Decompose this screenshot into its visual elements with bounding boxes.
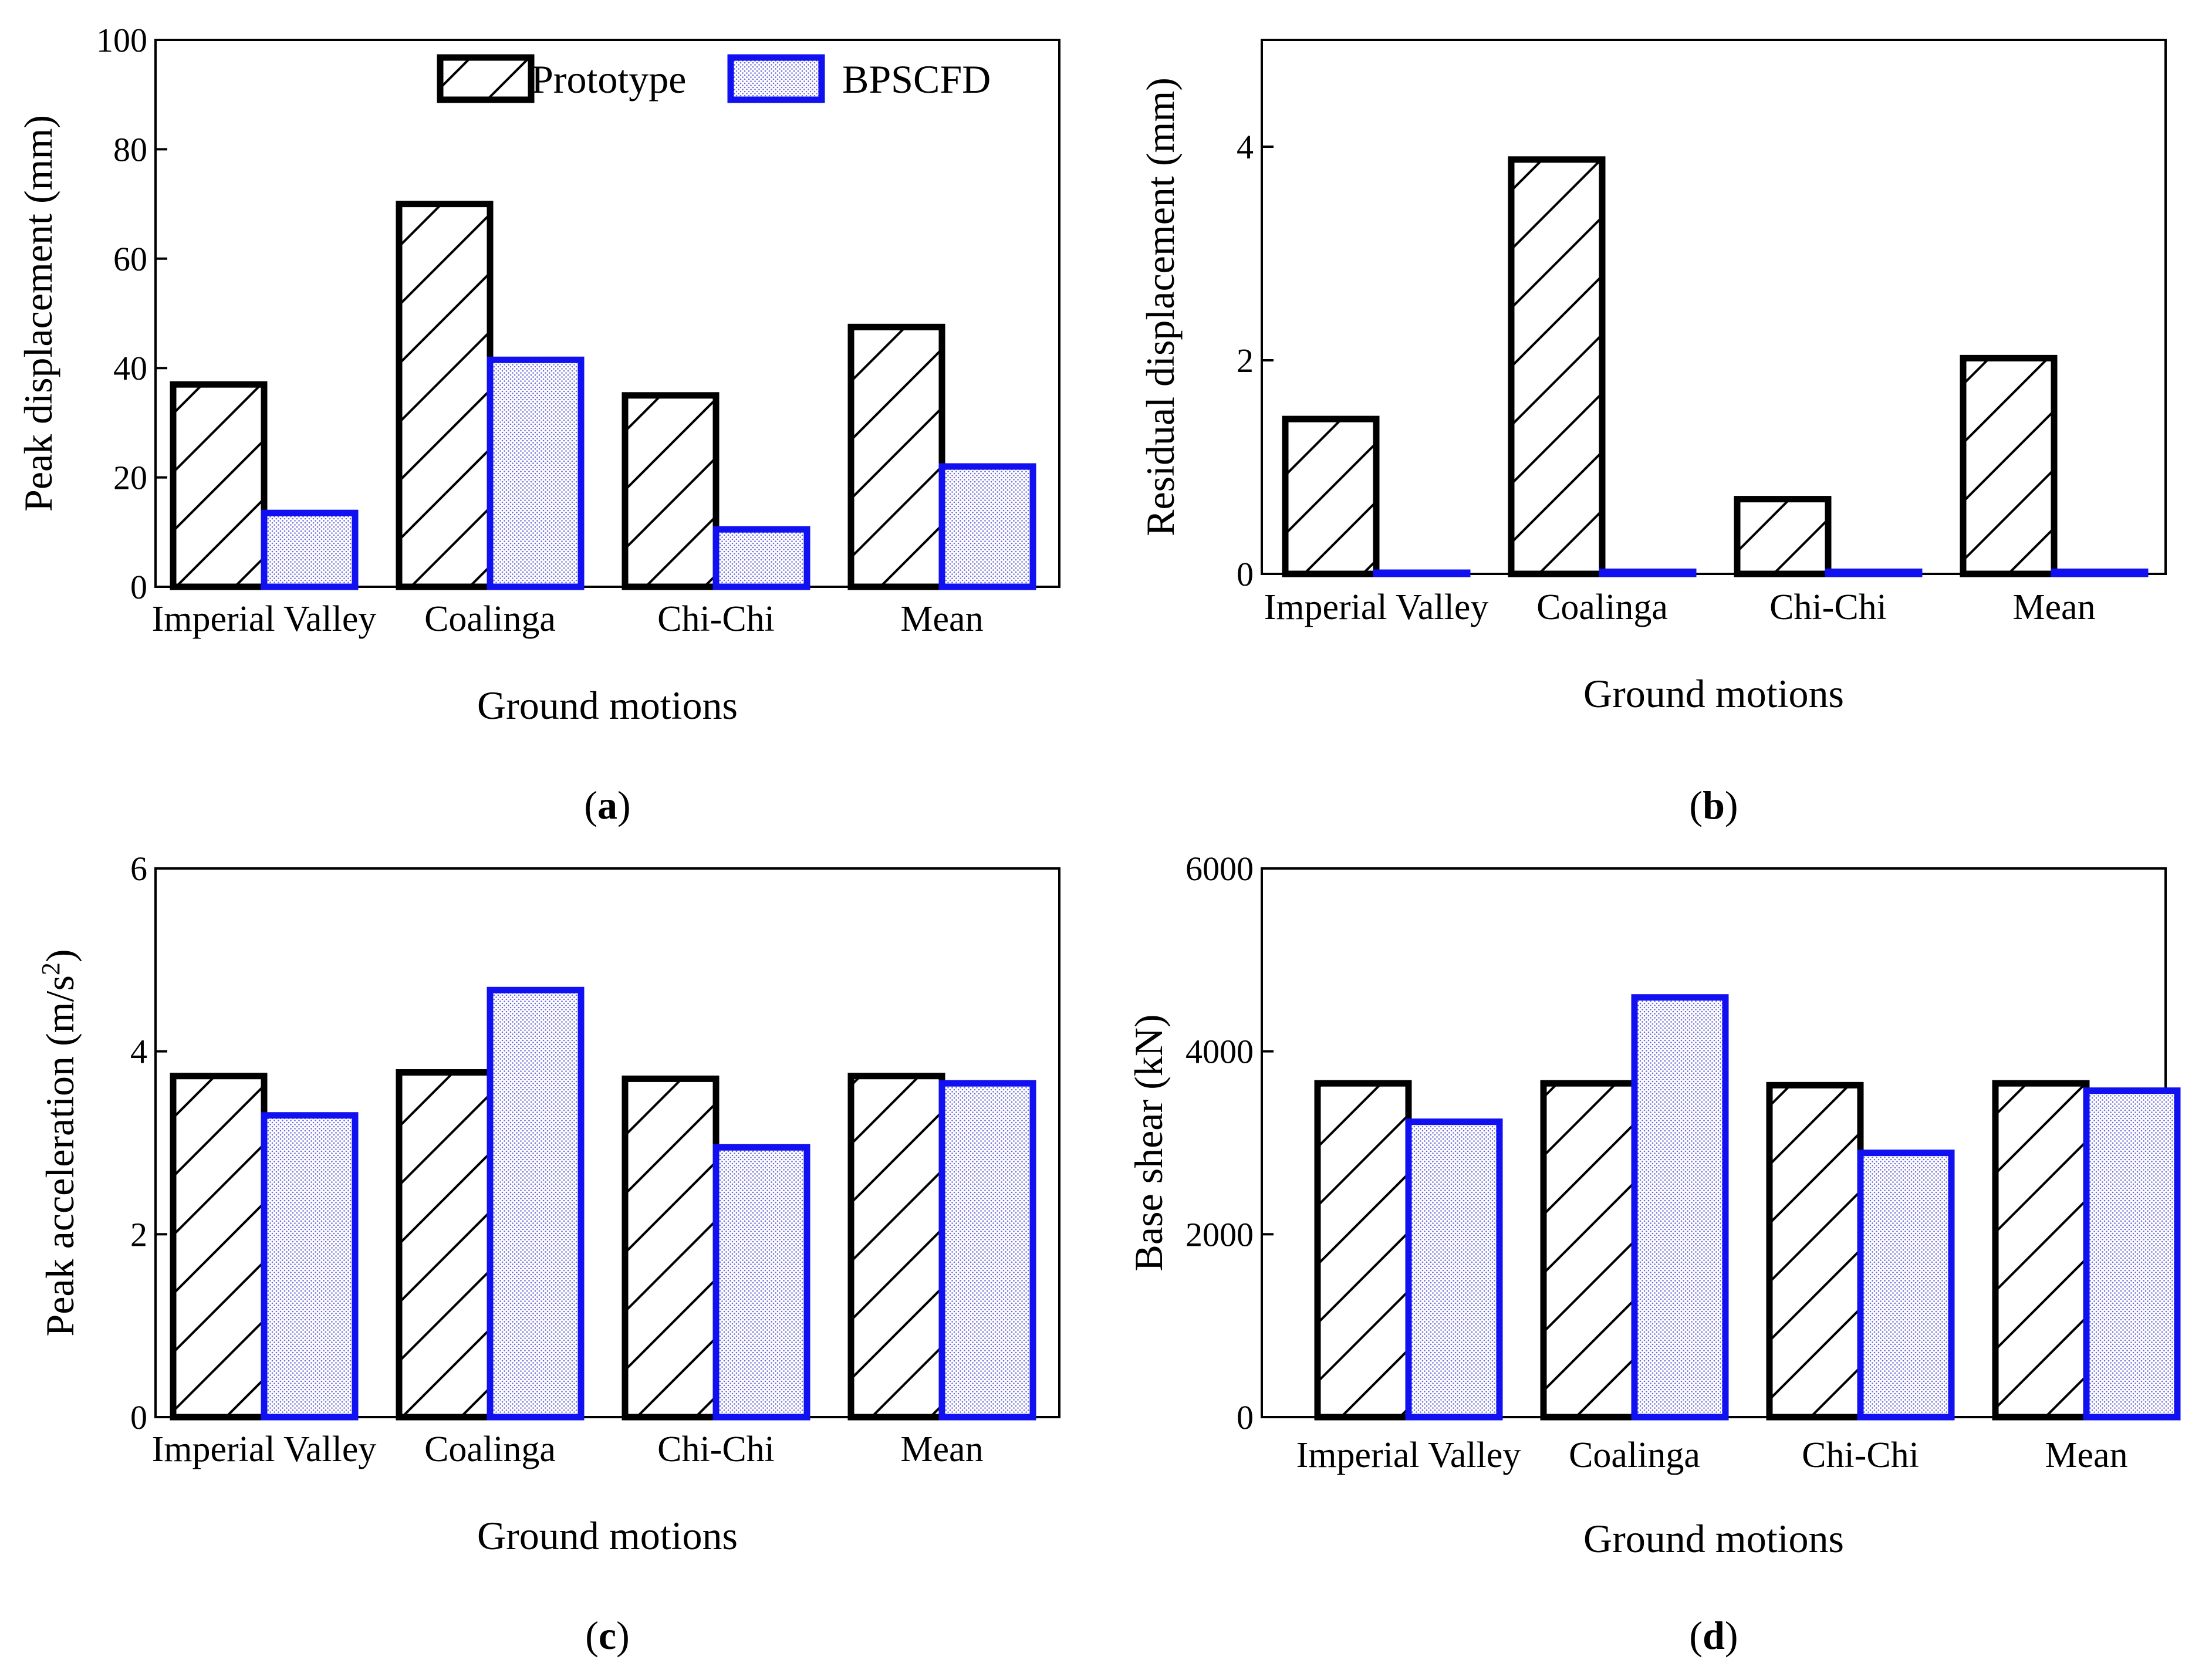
bar-bpscfd-imperial-valley: [1373, 569, 1471, 577]
bar-prototype-mean: [1960, 354, 2058, 577]
bar-prototype-chi-chi: [622, 1075, 720, 1421]
y-tick-label: 2000: [1185, 1215, 1254, 1253]
x-axis-title: Ground motions: [477, 683, 738, 728]
y-tick-label: 0: [130, 568, 147, 606]
y-axis-title: Peak displacement (mm): [16, 115, 60, 512]
y-tick-label: 0: [130, 1398, 147, 1436]
x-axis-title: Ground motions: [1583, 1516, 1844, 1561]
panel-a: 0 20 40 60 80 100 Imperial Valley Coalinga Chi-C…: [16, 21, 1060, 827]
bar-bpscfd-imperial-valley: [261, 509, 359, 590]
y-axis-title-close: ): [38, 949, 82, 962]
bar-bpscfd-mean: [2051, 568, 2149, 577]
y-tick-label: 4000: [1185, 1033, 1254, 1071]
category-label: Mean: [900, 1429, 983, 1469]
bar-prototype-chi-chi: [1734, 496, 1832, 577]
legend-label-bpscfd: BPSCFD: [842, 57, 991, 102]
category-label: Coalinga: [424, 599, 556, 639]
bar-bpscfd-chi-chi: [712, 526, 810, 590]
category-label: Imperial Valley: [152, 1429, 377, 1469]
bar-prototype-coalinga: [1540, 1080, 1638, 1421]
category-label: Mean: [900, 599, 983, 639]
bar-bpscfd-mean: [2083, 1087, 2181, 1421]
category-label: Chi-Chi: [1802, 1435, 1919, 1475]
category-label: Coalinga: [424, 1429, 556, 1469]
panel-letter: a: [597, 783, 617, 827]
category-label: Chi-Chi: [1769, 587, 1887, 627]
panel-letter: c: [599, 1613, 616, 1658]
panel-label: (b): [1689, 783, 1738, 827]
plot-frame: [154, 39, 1060, 588]
plot-frame: [1261, 39, 2167, 575]
panel-letter: d: [1703, 1613, 1725, 1658]
bar-prototype-coalinga: [396, 201, 494, 590]
category-label: Imperial Valley: [1296, 1435, 1521, 1475]
bar-prototype-imperial-valley: [1282, 415, 1380, 577]
y-tick-label: 6: [130, 850, 147, 888]
bar-bpscfd-coalinga: [487, 356, 585, 590]
category-label: Imperial Valley: [1264, 587, 1489, 627]
y-axis-title-sup: 2: [36, 962, 65, 975]
y-axis-title: Residual displacement (mm): [1138, 77, 1183, 536]
panel-c: 0 2 4 6 Imperial Valley Coalinga Chi-Chi Mean Gr…: [36, 850, 1060, 1658]
y-tick-label: 40: [113, 349, 147, 387]
y-tick-label: 60: [113, 240, 147, 278]
legend-swatch-prototype: [437, 54, 535, 103]
y-tick-label: 0: [1237, 1398, 1254, 1436]
panel-letter: b: [1703, 783, 1725, 827]
legend-swatch-bpscfd: [727, 54, 825, 103]
category-label: Chi-Chi: [657, 1429, 775, 1469]
bar-prototype-mean: [847, 323, 945, 590]
panel-label: (c): [585, 1613, 630, 1658]
bar-prototype-mean: [1992, 1080, 2090, 1421]
legend: Prototype BPSCFD: [437, 54, 991, 103]
y-tick-label: 0: [1237, 555, 1254, 593]
category-label: Mean: [2045, 1435, 2127, 1475]
bar-bpscfd-chi-chi: [712, 1144, 810, 1421]
x-axis-title: Ground motions: [1583, 671, 1844, 716]
panel-d: 0 2000 4000 6000 Imperial Valley Coalinga Chi-…: [1126, 850, 2181, 1658]
category-label: Chi-Chi: [657, 599, 775, 639]
bar-prototype-chi-chi: [1766, 1081, 1864, 1421]
x-axis-title: Ground motions: [477, 1513, 738, 1558]
bar-prototype-imperial-valley: [170, 381, 268, 590]
y-axis-title: Base shear (kN): [1126, 1014, 1171, 1271]
bar-bpscfd-coalinga: [487, 986, 585, 1421]
bar-bpscfd-mean: [938, 1080, 1036, 1421]
bar-prototype-imperial-valley: [170, 1073, 268, 1421]
bar-prototype-mean: [847, 1073, 945, 1421]
bar-bpscfd-mean: [938, 463, 1036, 590]
y-tick-label: 2: [130, 1215, 147, 1253]
bar-bpscfd-coalinga: [1599, 568, 1697, 577]
bar-prototype-coalinga: [1508, 156, 1606, 577]
y-tick-label: 6000: [1185, 850, 1254, 888]
category-label: Coalinga: [1536, 587, 1668, 627]
category-label: Coalinga: [1569, 1435, 1700, 1475]
bar-bpscfd-coalinga: [1631, 994, 1729, 1421]
bar-bpscfd-imperial-valley: [261, 1112, 359, 1421]
panel-label: (d): [1689, 1613, 1738, 1658]
panel-label: (a): [584, 783, 630, 827]
y-tick-label: 2: [1237, 342, 1254, 380]
y-axis-title: Peak acceleration (m/s2): [36, 949, 83, 1336]
plot-frame: [154, 867, 1060, 1418]
bar-bpscfd-chi-chi: [1857, 1150, 1955, 1421]
bar-prototype-imperial-valley: [1314, 1080, 1412, 1421]
panel-b: 0 2 4 Imperial Valley Coalinga Chi-Chi Mean Gro…: [1138, 39, 2167, 827]
y-tick-label: 4: [1237, 128, 1254, 166]
y-tick-label: 100: [96, 21, 147, 59]
bar-prototype-coalinga: [396, 1069, 494, 1421]
bar-bpscfd-imperial-valley: [1405, 1118, 1503, 1421]
category-label: Imperial Valley: [152, 599, 377, 639]
y-axis-title-main: Peak acceleration (m/s: [38, 975, 82, 1337]
y-tick-label: 4: [130, 1033, 147, 1071]
bar-bpscfd-chi-chi: [1825, 568, 1923, 577]
y-tick-label: 80: [113, 130, 147, 168]
category-label: Mean: [2012, 587, 2095, 627]
y-tick-label: 20: [113, 459, 147, 497]
legend-label-prototype: Prototype: [531, 57, 686, 102]
bar-prototype-chi-chi: [622, 392, 720, 590]
